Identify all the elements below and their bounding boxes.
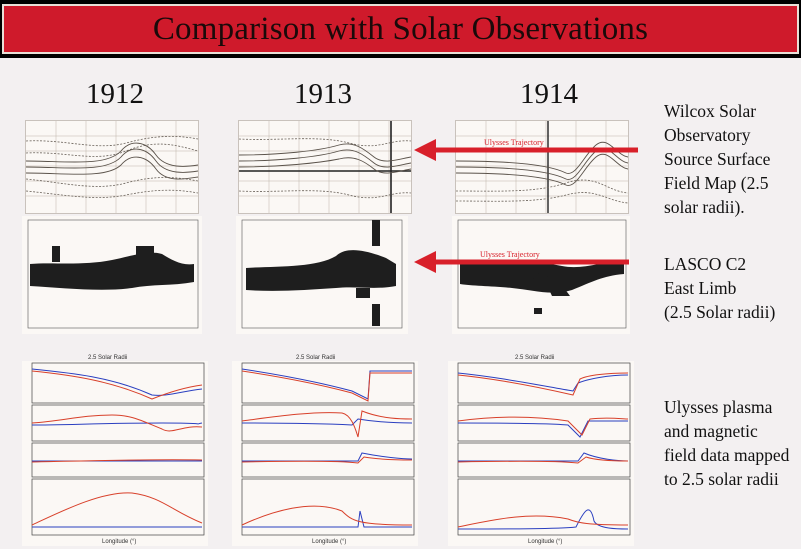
ulysses-trajectory-arrow-2: Ulysses Trajectory	[414, 250, 629, 273]
content-panel: 1912 1913 1914	[0, 58, 801, 549]
year-label-1913: 1913	[294, 78, 352, 110]
lasco-c2-plot-1914	[452, 216, 630, 334]
wso-field-map-1912	[25, 120, 199, 214]
ulysses-trajectory-label-1: Ulysses Trajectory	[484, 138, 544, 147]
ulysses-plasma-caption: Ulysses plasma and magnetic field data m…	[664, 397, 790, 489]
year-label-1912: 1912	[86, 78, 144, 110]
x-axis-label-1912: Longitude (°)	[102, 539, 136, 545]
plot-header-1912: 2.5 Solar Radii	[88, 355, 128, 361]
wso-field-map-1913	[238, 120, 412, 214]
wso-field-map-caption: Wilcox Solar Observatory Source Surface …	[664, 101, 771, 217]
lasco-c2-caption: LASCO C2 East Limb (2.5 Solar radii)	[664, 254, 776, 322]
plot-header-1913: 2.5 Solar Radii	[296, 355, 336, 361]
title-bar: Comparison with Solar Observations	[2, 4, 799, 54]
x-axis-label-1914: Longitude (°)	[528, 539, 562, 545]
lasco-c2-plot-1913	[236, 216, 408, 334]
year-label-1914: 1914	[520, 78, 578, 110]
wso-field-map-1914	[455, 120, 629, 214]
ulysses-plasma-plots-1912: Longitude (°)	[22, 361, 208, 546]
x-axis-label-1913: Longitude (°)	[312, 539, 346, 545]
ulysses-trajectory-arrow-1: Ulysses Trajectory	[414, 138, 638, 161]
slide-title: Comparison with Solar Observations	[152, 10, 649, 47]
ulysses-trajectory-label-2: Ulysses Trajectory	[480, 250, 540, 259]
lasco-c2-plot-1912	[22, 216, 202, 334]
plot-header-1914: 2.5 Solar Radii	[515, 355, 555, 361]
ulysses-plasma-plots-1914: Longitude (°)	[448, 361, 634, 546]
ulysses-plasma-plots-1913: Longitude (°)	[232, 361, 418, 546]
